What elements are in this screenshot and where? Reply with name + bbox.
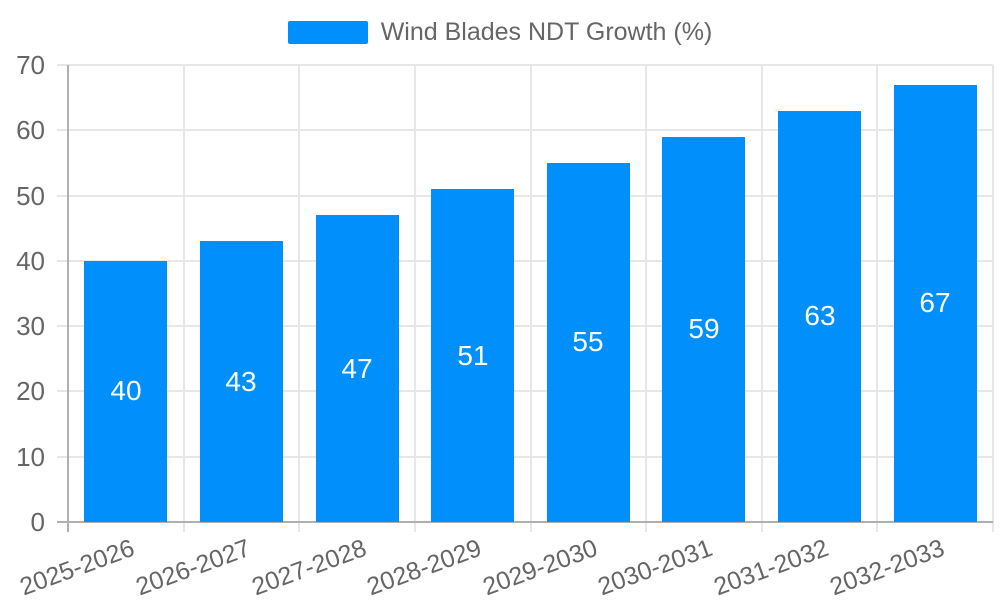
bar-value-label: 63 — [804, 300, 836, 331]
x-axis-label: 2026-2027 — [132, 534, 255, 600]
y-axis-label: 30 — [16, 311, 45, 342]
y-tick — [57, 194, 68, 197]
x-tick — [413, 522, 416, 532]
y-axis-label: 40 — [16, 245, 45, 276]
bar[interactable] — [662, 136, 745, 522]
y-axis-label: 10 — [16, 441, 45, 472]
y-tick — [57, 455, 68, 458]
bar-value-label: 47 — [341, 353, 373, 384]
bar-value-label: 51 — [457, 340, 489, 371]
bar[interactable] — [200, 241, 283, 522]
x-axis-label: 2031-2032 — [710, 534, 833, 600]
bar[interactable] — [431, 189, 514, 522]
x-axis-line — [57, 521, 993, 523]
x-axis-label: 2030-2031 — [594, 534, 717, 600]
y-tick — [57, 390, 68, 393]
x-tick — [645, 522, 648, 532]
y-axis-label: 0 — [30, 507, 45, 537]
y-tick — [57, 129, 68, 132]
x-tick — [760, 522, 763, 532]
x-axis-label: 2029-2030 — [478, 534, 601, 600]
x-axis-label: 2032-2033 — [825, 534, 948, 600]
y-axis-label: 50 — [16, 180, 45, 211]
x-gridline — [182, 65, 185, 522]
bar-value-label: 67 — [919, 287, 951, 318]
y-tick — [57, 259, 68, 262]
x-axis-label: 2027-2028 — [247, 534, 370, 600]
x-axis-label: 2025-2026 — [16, 534, 139, 600]
legend-swatch — [287, 20, 368, 44]
y-tick — [57, 64, 68, 66]
bar[interactable] — [84, 260, 167, 522]
bar-value-label: 59 — [688, 313, 720, 344]
y-axis-label: 70 — [16, 50, 45, 80]
x-tick — [876, 522, 879, 532]
bar-value-label: 55 — [572, 326, 604, 357]
bar[interactable] — [316, 215, 399, 522]
x-gridline — [413, 65, 416, 522]
x-gridline — [992, 65, 994, 522]
x-gridline — [298, 65, 301, 522]
x-gridline — [876, 65, 879, 522]
y-axis-label: 20 — [16, 376, 45, 407]
y-axis-label: 60 — [16, 115, 45, 146]
x-tick — [992, 522, 994, 532]
y-tick — [57, 325, 68, 328]
legend[interactable]: Wind Blades NDT Growth (%) — [0, 16, 1000, 48]
bar-value-label: 40 — [110, 375, 142, 406]
x-axis-label: 2028-2029 — [363, 534, 486, 600]
x-gridline — [645, 65, 648, 522]
x-gridline — [529, 65, 532, 522]
x-tick — [182, 522, 185, 532]
x-tick — [298, 522, 301, 532]
bar-value-label: 43 — [225, 366, 257, 397]
bar[interactable] — [894, 84, 977, 522]
y-axis-line — [67, 65, 69, 532]
legend-label: Wind Blades NDT Growth (%) — [380, 17, 713, 46]
bar[interactable] — [778, 110, 861, 522]
x-gridline — [760, 65, 763, 522]
bar[interactable] — [547, 162, 630, 522]
x-tick — [529, 522, 532, 532]
